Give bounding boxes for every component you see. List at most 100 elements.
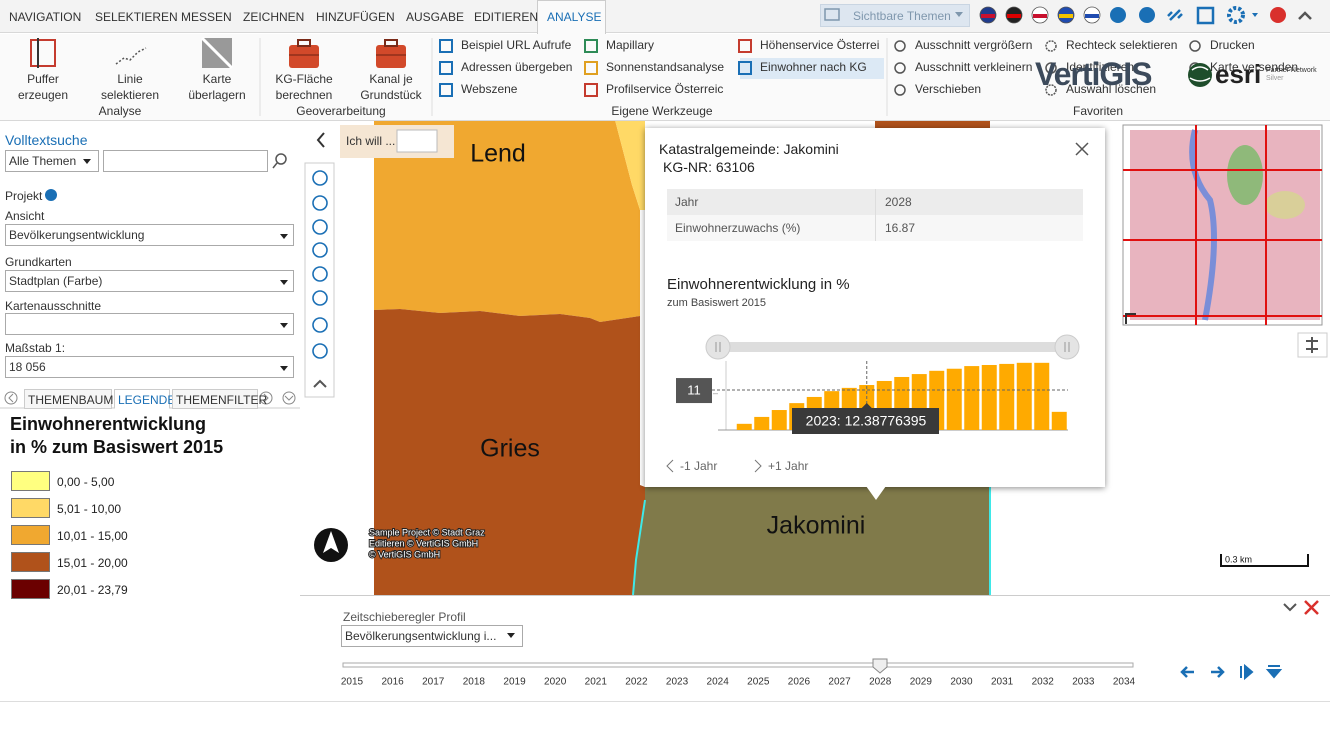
timeline-panel <box>300 595 1330 701</box>
ribbon-tool[interactable]: Karte versenden <box>1210 60 1299 74</box>
sidebar-tab[interactable] <box>24 389 112 409</box>
district <box>875 121 990 130</box>
select[interactable] <box>5 356 294 378</box>
ribbon-tool[interactable]: Auswahl löschen <box>1066 82 1157 96</box>
ribbon-tool[interactable]: Verschieben <box>915 82 982 96</box>
menu-tab[interactable]: SELEKTIEREN <box>95 10 178 24</box>
ribbon-tool[interactable]: Identifizieren <box>1066 60 1135 74</box>
partner-level: Silver <box>1266 75 1284 82</box>
menu-tab[interactable]: AUSGABE <box>406 10 465 24</box>
play-icon[interactable] <box>1240 663 1254 681</box>
tab-scroll[interactable] <box>259 391 273 405</box>
tool-icon[interactable] <box>1110 7 1126 23</box>
prev-icon[interactable] <box>666 459 674 473</box>
dropdown-arrow <box>83 159 91 164</box>
info-icon[interactable] <box>45 189 57 201</box>
ribbon-button[interactable]: Karte überlagern <box>188 72 246 102</box>
tool-icon[interactable] <box>1270 7 1286 23</box>
sidebar-tab[interactable] <box>172 389 258 409</box>
download-icon[interactable] <box>1265 665 1283 679</box>
menu-tab[interactable]: MESSEN <box>181 10 232 24</box>
sidebar-tab-label[interactable]: LEGENDE <box>118 393 176 407</box>
ribbon-tool[interactable]: Beispiel URL Aufrufe <box>461 38 572 52</box>
select[interactable] <box>5 224 294 246</box>
tool-icon <box>584 61 598 75</box>
tab-scroll[interactable] <box>282 391 296 405</box>
vertigis-logo: VertiGIS <box>1035 56 1152 92</box>
map-tool[interactable] <box>312 219 328 235</box>
overview-toggle[interactable] <box>1306 337 1318 353</box>
map-tool[interactable] <box>312 242 328 258</box>
close-icon[interactable] <box>1304 600 1319 615</box>
ribbon-tool[interactable]: Höhenservice Österrei <box>760 38 880 52</box>
map-tool[interactable] <box>312 317 328 333</box>
tool-icon[interactable] <box>1167 9 1183 21</box>
tool-icon[interactable] <box>1227 6 1245 24</box>
theme-selector[interactable] <box>820 4 970 27</box>
ribbon-tool[interactable]: Drucken <box>1210 38 1255 52</box>
search-icon[interactable] <box>275 153 287 165</box>
timeline-year: 2033 <box>1072 677 1095 688</box>
collapse-icon[interactable] <box>1283 603 1297 612</box>
menu-tab[interactable]: NAVIGATION <box>9 10 82 24</box>
popup-close[interactable] <box>1075 142 1089 156</box>
ribbon-tool[interactable]: Profilservice Österreic <box>606 82 724 96</box>
ribbon-button[interactable]: Linie selektieren <box>100 72 160 102</box>
forward-icon[interactable] <box>1211 666 1225 678</box>
esri-logo: esri <box>1215 59 1262 89</box>
range-handle[interactable] <box>705 334 731 360</box>
collapse-arrow[interactable] <box>316 132 325 148</box>
sidebar-tab-label[interactable]: THEMENBAUM <box>28 393 114 407</box>
ribbon-button[interactable]: Puffer erzeugen <box>17 72 69 102</box>
ribbon-tool[interactable]: Adressen übergeben <box>461 60 573 74</box>
next-icon[interactable] <box>754 459 762 473</box>
ribbon-tool[interactable]: Sonnenstandsanalyse <box>606 60 725 74</box>
map-tool[interactable] <box>312 195 328 211</box>
back-icon[interactable] <box>1180 666 1194 678</box>
ich-will-input[interactable] <box>396 129 438 153</box>
tool-icon[interactable] <box>1298 11 1312 20</box>
map-tool[interactable] <box>312 290 328 306</box>
menu-tab[interactable]: ZEICHNEN <box>243 10 305 24</box>
search-input[interactable] <box>103 150 268 172</box>
ribbon-tool[interactable]: Rechteck selektieren <box>1066 38 1178 52</box>
ribbon-button[interactable]: Kanal je Grundstück <box>360 72 422 102</box>
case-icon <box>297 39 311 47</box>
map-tool[interactable] <box>312 170 328 186</box>
range-handle[interactable] <box>1054 334 1080 360</box>
ribbon-tool[interactable]: Ausschnitt verkleinern <box>915 60 1033 74</box>
map-tool[interactable] <box>312 343 328 359</box>
range-handle <box>715 342 721 352</box>
tool-icon[interactable] <box>1139 7 1155 23</box>
sidebar-tab-label[interactable]: THEMENFILTER <box>176 393 268 407</box>
ribbon-tool[interactable]: Webszene <box>461 82 518 96</box>
map-tool[interactable] <box>312 266 328 282</box>
ribbon-tool[interactable]: Einwohner nach KG <box>760 60 867 74</box>
ribbon-button[interactable]: KG-Fläche berechnen <box>275 72 333 102</box>
case-icon <box>384 39 398 47</box>
scale-label: Maßstab 1: <box>5 341 66 355</box>
menu-tab[interactable]: HINZUFÜGEN <box>316 10 395 24</box>
district <box>374 121 640 322</box>
prev-year[interactable]: -1 Jahr <box>680 459 717 473</box>
tab-scroll[interactable] <box>4 391 18 405</box>
attribute-cell: 2028 <box>885 195 912 209</box>
next-year[interactable]: +1 Jahr <box>768 459 808 473</box>
menu-tab[interactable]: EDITIEREN <box>474 10 539 24</box>
select[interactable] <box>341 625 523 647</box>
range-track <box>718 342 1067 352</box>
select[interactable] <box>5 270 294 292</box>
ribbon-tool[interactable]: Mapillary <box>606 38 655 52</box>
tool-icon[interactable] <box>1196 6 1215 25</box>
select[interactable] <box>5 150 99 172</box>
select[interactable] <box>5 313 294 335</box>
map-tool[interactable] <box>313 379 327 388</box>
bar <box>1051 411 1067 430</box>
timeline-thumb[interactable] <box>872 658 888 674</box>
sidebar-tab[interactable] <box>114 389 170 409</box>
menu-bar <box>0 0 1330 33</box>
menu-tab[interactable]: ANALYSE <box>547 10 602 24</box>
ribbon-tool[interactable]: Ausschnitt vergrößern <box>915 38 1033 52</box>
legend-title: Einwohnerentwicklung <box>10 414 207 434</box>
search-title[interactable]: Volltextsuche <box>5 132 88 148</box>
